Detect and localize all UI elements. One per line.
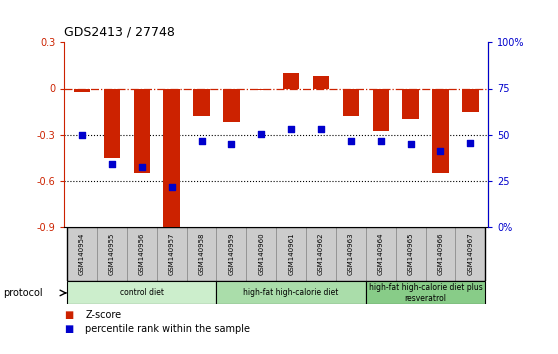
Point xyxy=(257,131,266,137)
Point xyxy=(406,141,415,147)
FancyBboxPatch shape xyxy=(217,281,366,304)
Bar xyxy=(163,88,180,231)
Text: GSM140964: GSM140964 xyxy=(378,233,384,275)
Text: control diet: control diet xyxy=(120,289,164,297)
Point xyxy=(316,126,325,132)
Point xyxy=(108,161,117,166)
Point xyxy=(137,164,146,170)
Text: ■: ■ xyxy=(64,310,74,320)
Text: GSM140959: GSM140959 xyxy=(228,233,234,275)
Text: ■: ■ xyxy=(64,324,74,334)
Text: GSM140955: GSM140955 xyxy=(109,233,115,275)
Point xyxy=(436,149,445,154)
Point xyxy=(167,184,176,189)
Point xyxy=(347,138,355,144)
Bar xyxy=(313,76,329,88)
Bar xyxy=(432,88,449,173)
Text: GSM140956: GSM140956 xyxy=(139,233,145,275)
Bar xyxy=(283,73,299,88)
Point xyxy=(227,142,236,147)
Text: GSM140967: GSM140967 xyxy=(468,233,473,275)
Text: GDS2413 / 27748: GDS2413 / 27748 xyxy=(64,26,175,39)
FancyBboxPatch shape xyxy=(306,227,336,281)
FancyBboxPatch shape xyxy=(366,281,485,304)
Bar xyxy=(253,88,270,90)
Bar xyxy=(74,88,90,92)
Text: percentile rank within the sample: percentile rank within the sample xyxy=(85,324,251,334)
FancyBboxPatch shape xyxy=(455,227,485,281)
Text: GSM140963: GSM140963 xyxy=(348,233,354,275)
Text: GSM140954: GSM140954 xyxy=(79,233,85,275)
Bar xyxy=(373,88,389,131)
Bar xyxy=(104,88,120,158)
Bar xyxy=(343,88,359,116)
FancyBboxPatch shape xyxy=(186,227,217,281)
Text: GSM140965: GSM140965 xyxy=(407,233,413,275)
Bar xyxy=(133,88,150,173)
FancyBboxPatch shape xyxy=(127,227,157,281)
Bar xyxy=(462,88,479,112)
FancyBboxPatch shape xyxy=(217,227,246,281)
Point xyxy=(197,138,206,144)
FancyBboxPatch shape xyxy=(366,227,396,281)
Text: protocol: protocol xyxy=(3,288,42,298)
FancyBboxPatch shape xyxy=(67,281,217,304)
Text: Z-score: Z-score xyxy=(85,310,122,320)
FancyBboxPatch shape xyxy=(396,227,426,281)
Text: GSM140960: GSM140960 xyxy=(258,233,264,275)
Point xyxy=(78,132,86,137)
Text: GSM140966: GSM140966 xyxy=(437,233,444,275)
Text: high-fat high-calorie diet: high-fat high-calorie diet xyxy=(243,289,339,297)
Text: high-fat high-calorie diet plus
resveratrol: high-fat high-calorie diet plus resverat… xyxy=(369,283,483,303)
Bar xyxy=(402,88,419,119)
FancyBboxPatch shape xyxy=(97,227,127,281)
Point xyxy=(376,138,385,144)
FancyBboxPatch shape xyxy=(157,227,186,281)
FancyBboxPatch shape xyxy=(67,227,97,281)
Text: GSM140961: GSM140961 xyxy=(288,233,294,275)
Text: GSM140957: GSM140957 xyxy=(169,233,175,275)
Bar xyxy=(193,88,210,116)
FancyBboxPatch shape xyxy=(426,227,455,281)
Point xyxy=(287,126,296,132)
Text: GSM140962: GSM140962 xyxy=(318,233,324,275)
FancyBboxPatch shape xyxy=(336,227,366,281)
FancyBboxPatch shape xyxy=(246,227,276,281)
Text: GSM140958: GSM140958 xyxy=(199,233,205,275)
Bar xyxy=(223,88,239,122)
Point xyxy=(466,140,475,146)
FancyBboxPatch shape xyxy=(276,227,306,281)
